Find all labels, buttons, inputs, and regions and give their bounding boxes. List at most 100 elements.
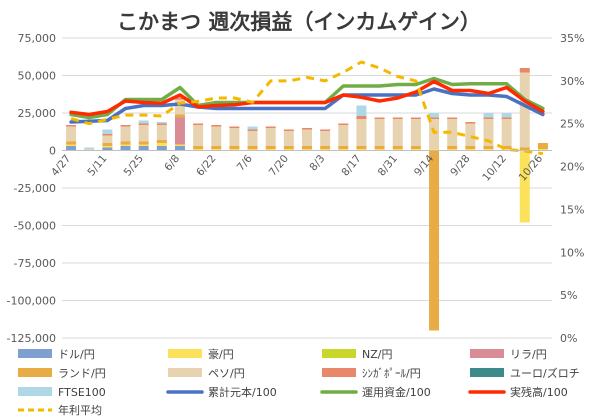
bar-segment bbox=[174, 117, 185, 145]
bar-segment bbox=[356, 149, 367, 151]
bar-segment bbox=[283, 131, 294, 146]
series-line bbox=[69, 79, 545, 117]
bar-segment bbox=[265, 146, 276, 149]
legend-swatch bbox=[470, 349, 504, 358]
bar-segment bbox=[156, 143, 167, 146]
bar-segment bbox=[66, 126, 77, 142]
bar-segment bbox=[410, 146, 421, 149]
legend-label: 豪/円 bbox=[208, 347, 234, 361]
x-tick-label: 6/22 bbox=[194, 153, 218, 179]
bar-segment bbox=[265, 149, 276, 151]
lines bbox=[69, 60, 545, 156]
bar-segment bbox=[356, 146, 367, 149]
legend-swatch bbox=[322, 368, 356, 377]
y-right-tick-label: 30% bbox=[560, 75, 584, 88]
bar-segment bbox=[465, 146, 476, 149]
bar-segment bbox=[120, 144, 131, 146]
y-right-tick-label: 5% bbox=[560, 289, 577, 302]
bar-segment bbox=[138, 120, 149, 124]
x-tick-label: 8/31 bbox=[376, 153, 400, 179]
y-left-tick-label: -50,000 bbox=[14, 220, 56, 233]
bar-segment bbox=[501, 146, 512, 149]
bar-segment bbox=[501, 113, 512, 118]
bar-segment bbox=[174, 98, 185, 100]
bar-segment bbox=[138, 144, 149, 146]
bar-segment bbox=[229, 126, 240, 128]
bar-segment bbox=[247, 126, 258, 130]
y-right-tick-label: 15% bbox=[560, 203, 584, 216]
y-left-tick-label: 25,000 bbox=[18, 107, 57, 120]
legend-swatch bbox=[168, 349, 202, 358]
bar-segment bbox=[501, 119, 512, 146]
bar-segment bbox=[229, 149, 240, 151]
legend-label: ランド/円 bbox=[58, 367, 106, 380]
bar-segment bbox=[483, 146, 494, 149]
bar-segment bbox=[102, 143, 113, 146]
x-tick-label: 7/20 bbox=[267, 153, 291, 179]
bar-segment bbox=[392, 149, 403, 151]
bar-segment bbox=[66, 146, 77, 151]
x-tick-label: 5/11 bbox=[85, 153, 109, 179]
x-tick-label: 7/6 bbox=[235, 152, 255, 173]
bar-segment bbox=[84, 147, 95, 149]
bar-segment bbox=[392, 119, 403, 146]
y-left-tick-label: -25,000 bbox=[14, 182, 56, 195]
y-right-tick-label: 25% bbox=[560, 118, 584, 131]
legend-label: ユーロ/ズロチ bbox=[510, 366, 580, 380]
legend-swatch bbox=[18, 387, 52, 396]
bar-segment bbox=[519, 150, 530, 223]
legend-label: 実残高/100 bbox=[510, 385, 568, 399]
y-left-tick-label: -100,000 bbox=[7, 295, 56, 308]
y-left-tick-label: -75,000 bbox=[14, 257, 56, 270]
bar-segment bbox=[447, 119, 458, 146]
chart-title: こかまつ 週次損益（インカムゲイン） bbox=[117, 10, 481, 34]
y-right-tick-label: 35% bbox=[560, 32, 584, 45]
bar-segment bbox=[302, 128, 312, 130]
bar-segment bbox=[302, 129, 312, 146]
bar-segment bbox=[156, 123, 167, 125]
bar-segment bbox=[483, 119, 494, 146]
series-line bbox=[70, 60, 544, 156]
bar-segment bbox=[392, 117, 403, 119]
bar-segment bbox=[193, 149, 204, 151]
bar-segment bbox=[374, 119, 385, 146]
bar-segment bbox=[392, 146, 403, 149]
bar-segment bbox=[410, 117, 421, 119]
bar-segment bbox=[174, 144, 185, 146]
bar-segment bbox=[519, 147, 530, 151]
bar-segment bbox=[211, 125, 222, 127]
y-left-tick-label: -125,000 bbox=[7, 332, 56, 345]
legend-swatch bbox=[18, 368, 52, 377]
bar-segment bbox=[156, 140, 167, 143]
bar-segment bbox=[465, 122, 476, 124]
bar-segment bbox=[247, 129, 258, 131]
bar-segment bbox=[356, 105, 367, 116]
legend-label: ドル/円 bbox=[58, 348, 95, 361]
bar-segment bbox=[102, 147, 113, 151]
bar-segment bbox=[338, 146, 349, 149]
bar-segment bbox=[429, 119, 440, 149]
series-line bbox=[69, 87, 545, 124]
legend-label: FTSE100 bbox=[58, 386, 106, 399]
bar-segment bbox=[102, 134, 113, 136]
bar-segment bbox=[120, 125, 131, 127]
bar-segment bbox=[211, 126, 222, 146]
bar-segment bbox=[102, 129, 113, 134]
bar-segment bbox=[320, 129, 331, 131]
bar-segment bbox=[410, 149, 421, 151]
x-tick-label: 9/28 bbox=[448, 153, 472, 179]
y-left-tick-label: 75,000 bbox=[18, 32, 57, 45]
bar-segment bbox=[429, 150, 440, 331]
legend-label: リラ/円 bbox=[510, 348, 547, 361]
bar-segment bbox=[338, 125, 349, 146]
bar-segment bbox=[247, 149, 258, 151]
bar-segment bbox=[193, 125, 204, 146]
y-left-tick-label: 0 bbox=[49, 145, 56, 158]
bar-segment bbox=[84, 149, 95, 151]
bar-segment bbox=[483, 117, 494, 119]
x-tick-label: 8/3 bbox=[307, 153, 327, 174]
y-left-tick-label: 50,000 bbox=[18, 70, 57, 83]
bar-segment bbox=[265, 128, 276, 146]
bar-segment bbox=[102, 135, 113, 143]
